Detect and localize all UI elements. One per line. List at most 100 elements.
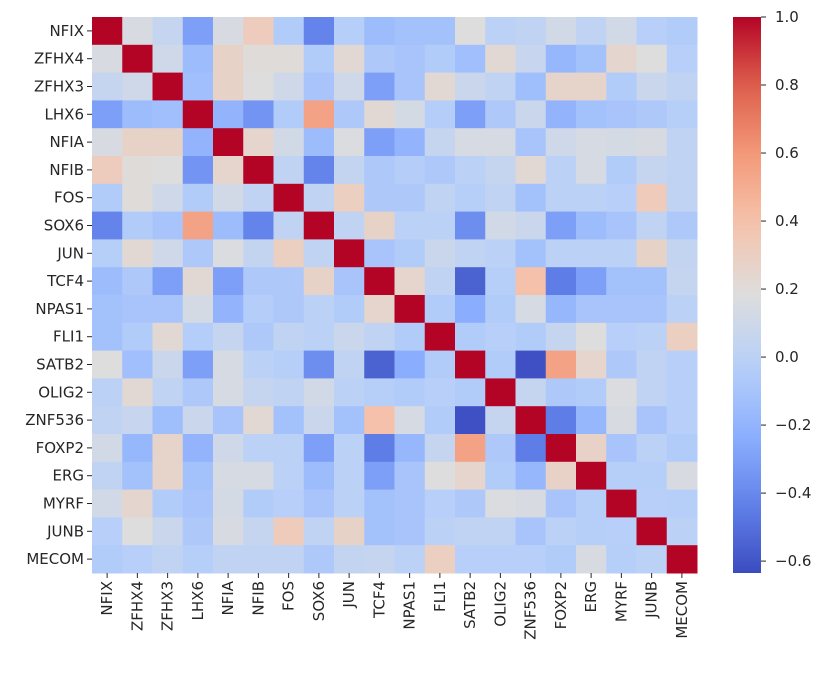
- heatmap-cell-NFIB-JUNB: [636, 156, 668, 185]
- heatmap-cell-FOS-FOXP2: [545, 183, 577, 213]
- heatmap-cell-ZNF536-MECOM: [666, 406, 698, 435]
- heatmap-cell-NFIA-ERG: [576, 128, 607, 157]
- heatmap-cell-FLI1-ZFHX4: [122, 322, 153, 352]
- heatmap-cell-ZNF536-OLIG2: [485, 406, 516, 435]
- heatmap-cell-MECOM-MYRF: [606, 545, 637, 574]
- heatmap-cell-JUNB-MYRF: [606, 517, 637, 546]
- heatmap-cell-FOS-TCF4: [364, 183, 395, 213]
- heatmap-cell-NFIA-MYRF: [606, 128, 637, 157]
- heatmap-cell-ZFHX4-SOX6: [303, 44, 335, 74]
- colorbar-tick-label: 1.0: [775, 8, 799, 26]
- x-tick-label: JUN: [340, 581, 358, 609]
- heatmap-cell-JUNB-TCF4: [364, 517, 395, 546]
- heatmap-cell-FOS-NFIB: [243, 183, 274, 213]
- heatmap-cell-FOS-FOS: [273, 183, 305, 213]
- heatmap-cell-FOXP2-SOX6: [303, 434, 335, 463]
- heatmap-cell-SATB2-FLI1: [424, 350, 456, 379]
- heatmap-cell-SOX6-NFIX: [92, 211, 123, 240]
- y-tick-label: JUNB: [46, 522, 84, 540]
- heatmap-cell-FLI1-ZFHX3: [152, 322, 184, 352]
- heatmap-cell-OLIG2-NFIA: [213, 378, 244, 407]
- heatmap-cell-SOX6-MECOM: [666, 211, 698, 240]
- heatmap-cell-MECOM-ZFHX4: [122, 545, 153, 574]
- heatmap-cell-ZFHX4-ZFHX4: [122, 44, 153, 74]
- heatmap-cell-SOX6-JUNB: [636, 211, 668, 240]
- heatmap-cell-LHX6-OLIG2: [485, 100, 516, 129]
- heatmap-cell-TCF4-FOXP2: [545, 267, 577, 296]
- heatmap-cell-ZNF536-NFIB: [243, 406, 274, 435]
- heatmap-cell-SATB2-FOS: [273, 350, 305, 379]
- heatmap-cell-OLIG2-ZFHX3: [152, 378, 184, 407]
- heatmap-cell-NFIB-NFIA: [213, 156, 244, 185]
- heatmap-cell-ZFHX3-ZFHX4: [122, 72, 153, 101]
- heatmap-cell-ERG-OLIG2: [485, 461, 516, 491]
- heatmap-cell-SOX6-ZNF536: [515, 211, 547, 240]
- heatmap-cell-MECOM-ZFHX3: [152, 545, 184, 574]
- heatmap-cell-JUN-OLIG2: [485, 239, 516, 268]
- heatmap-cell-NFIB-TCF4: [364, 156, 395, 185]
- heatmap-cell-MYRF-TCF4: [364, 489, 395, 518]
- heatmap-cell-JUNB-ERG: [576, 517, 607, 546]
- heatmap-cell-ZFHX3-NFIX: [92, 72, 123, 101]
- heatmap-cell-SATB2-NFIX: [92, 350, 123, 379]
- heatmap-cell-SOX6-FOS: [273, 211, 305, 240]
- heatmap-cell-JUN-NFIA: [213, 239, 244, 268]
- heatmap-cell-OLIG2-ZNF536: [515, 378, 547, 407]
- heatmap-cell-FOXP2-NFIA: [213, 434, 244, 463]
- heatmap-cell-SATB2-NPAS1: [394, 350, 426, 379]
- heatmap-cell-LHX6-MECOM: [666, 100, 698, 129]
- heatmap-cell-ZFHX3-MYRF: [606, 72, 637, 101]
- heatmap-cell-ERG-MECOM: [666, 461, 698, 491]
- heatmap-cell-OLIG2-SOX6: [303, 378, 335, 407]
- heatmap-cell-FOXP2-ZFHX4: [122, 434, 153, 463]
- heatmap-cell-LHX6-FLI1: [424, 100, 456, 129]
- heatmap-cell-ZFHX3-LHX6: [182, 72, 214, 101]
- heatmap-cell-NFIB-LHX6: [182, 156, 214, 185]
- heatmap-cell-MECOM-LHX6: [182, 545, 214, 574]
- heatmap-cell-MYRF-ZFHX3: [152, 489, 184, 518]
- heatmap-cell-FLI1-TCF4: [364, 322, 395, 352]
- y-tick-label: ERG: [52, 467, 84, 485]
- heatmap-cell-ZFHX4-ERG: [576, 44, 607, 74]
- heatmap-cell-SOX6-LHX6: [182, 211, 214, 240]
- heatmap-cell-ZFHX4-NPAS1: [394, 44, 426, 74]
- heatmap-cell-JUNB-FOS: [273, 517, 305, 546]
- x-tick-label: NFIB: [249, 581, 267, 616]
- heatmap-cell-JUN-NFIX: [92, 239, 123, 268]
- colorbar-tick-label: 0.6: [775, 144, 799, 162]
- heatmap-cell-LHX6-LHX6: [182, 100, 214, 129]
- heatmap-cell-SOX6-NPAS1: [394, 211, 426, 240]
- heatmap-cell-NPAS1-FOS: [273, 295, 305, 324]
- colorbar-tick-label: −0.4: [775, 484, 811, 502]
- heatmap-cell-NFIB-ZFHX3: [152, 156, 184, 185]
- heatmap-cell-NFIX-JUN: [334, 17, 365, 46]
- heatmap-cell-FOS-NFIA: [213, 183, 244, 213]
- heatmap-cell-LHX6-NFIB: [243, 100, 274, 129]
- heatmap-cell-ZNF536-SATB2: [455, 406, 486, 435]
- heatmap-cell-NFIB-ERG: [576, 156, 607, 185]
- heatmap-cell-JUN-NFIB: [243, 239, 274, 268]
- heatmap-cell-NFIB-ZFHX4: [122, 156, 153, 185]
- heatmap-cell-MECOM-NFIB: [243, 545, 274, 574]
- heatmap-cell-MECOM-FOS: [273, 545, 305, 574]
- heatmap-cell-NPAS1-OLIG2: [485, 295, 516, 324]
- heatmap-cell-ZFHX4-JUNB: [636, 44, 668, 74]
- heatmap-cell-ZFHX4-LHX6: [182, 44, 214, 74]
- y-tick-label: LHX6: [45, 105, 84, 123]
- heatmap-cell-JUN-FOXP2: [545, 239, 577, 268]
- heatmap-cell-TCF4-ZNF536: [515, 267, 547, 296]
- heatmap-cell-NPAS1-ERG: [576, 295, 607, 324]
- heatmap-cell-TCF4-SATB2: [455, 267, 486, 296]
- heatmap-cell-NFIA-NPAS1: [394, 128, 426, 157]
- heatmap-cell-MECOM-NFIX: [92, 545, 123, 574]
- heatmap-cell-ERG-NFIB: [243, 461, 274, 491]
- heatmap-cell-FOS-ZFHX4: [122, 183, 153, 213]
- heatmap-cell-JUNB-FOXP2: [545, 517, 577, 546]
- heatmap-cell-JUN-FOS: [273, 239, 305, 268]
- x-tick-label: TCF4: [370, 581, 388, 619]
- heatmap-cell-SOX6-ERG: [576, 211, 607, 240]
- heatmap-cell-FOS-NPAS1: [394, 183, 426, 213]
- heatmap-cell-LHX6-ZFHX3: [152, 100, 184, 129]
- y-tick-label: MYRF: [43, 495, 84, 513]
- heatmap-cell-JUN-ERG: [576, 239, 607, 268]
